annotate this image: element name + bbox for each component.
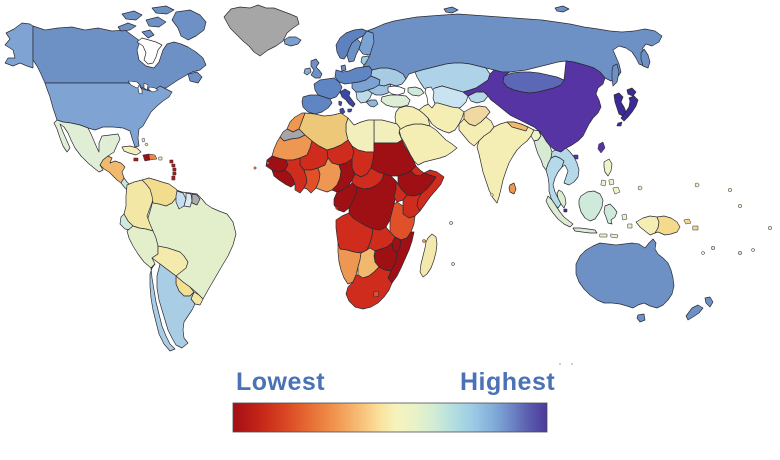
svg-text:Lowest: Lowest — [236, 368, 325, 396]
svg-text:Highest: Highest — [460, 368, 555, 396]
